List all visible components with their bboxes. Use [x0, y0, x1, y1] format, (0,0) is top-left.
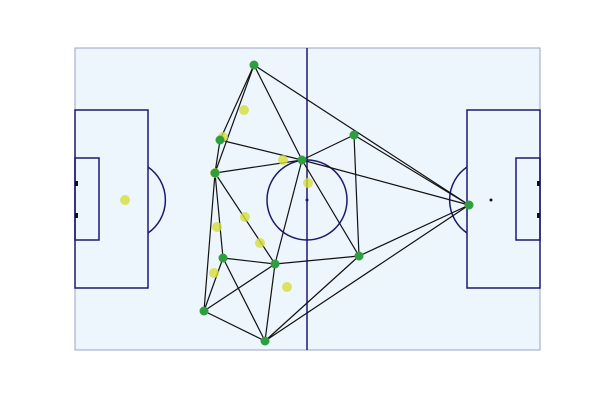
edge	[274, 255, 360, 265]
opponent	[255, 238, 265, 248]
opponent	[239, 105, 249, 115]
player-node	[260, 336, 270, 346]
edge	[301, 134, 355, 161]
player-node	[210, 168, 220, 178]
edge	[219, 64, 255, 141]
right-goal-area	[515, 157, 541, 241]
opponent	[212, 222, 222, 232]
opponent	[303, 178, 313, 188]
edge	[353, 134, 470, 206]
edge	[203, 257, 224, 312]
edge	[214, 139, 221, 174]
opponent	[282, 282, 292, 292]
player-node	[218, 253, 228, 263]
edge	[214, 64, 255, 174]
edge	[264, 204, 470, 342]
edge	[264, 255, 360, 342]
edge	[203, 310, 266, 342]
center-circle	[266, 159, 348, 241]
edge	[203, 263, 276, 312]
opponent	[278, 155, 288, 165]
player-node	[464, 200, 474, 210]
opponent	[240, 212, 250, 222]
left-goal-area	[74, 157, 100, 241]
player-node	[297, 155, 307, 165]
player-node	[349, 130, 359, 140]
edge	[358, 204, 470, 257]
player-node	[270, 259, 280, 269]
right-penalty-spot	[489, 198, 493, 202]
right-goal-post	[537, 213, 540, 218]
left-arc	[147, 166, 167, 234]
left-goal-post	[75, 181, 78, 186]
center-spot	[305, 198, 309, 202]
edge	[353, 134, 360, 257]
edge	[219, 139, 303, 161]
right-goal-post	[537, 181, 540, 186]
player-node	[249, 60, 259, 70]
player-node	[199, 306, 209, 316]
edge	[264, 263, 276, 342]
opponent	[120, 195, 130, 205]
edge	[203, 172, 216, 312]
teammates	[199, 60, 474, 346]
edge	[301, 159, 360, 257]
player-node	[215, 135, 225, 145]
edge	[222, 257, 276, 265]
edge	[222, 257, 266, 342]
pass-network	[203, 64, 470, 342]
opponent	[209, 268, 219, 278]
edge	[301, 159, 470, 206]
pitch	[74, 47, 541, 351]
player-node	[354, 251, 364, 261]
edge	[274, 159, 303, 265]
edge	[253, 64, 470, 206]
left-goal-post	[75, 213, 78, 218]
edge	[214, 172, 224, 259]
edge	[253, 64, 303, 161]
